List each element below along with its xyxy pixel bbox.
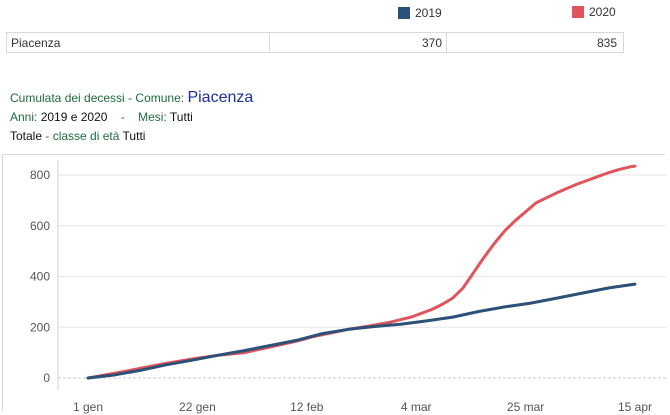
x-tick-label-0: 1 gen: [73, 400, 103, 414]
x-tick-label-1: 22 gen: [179, 400, 216, 414]
y-tick-label-400: 400: [30, 270, 50, 284]
y-tick-label-0: 0: [43, 371, 50, 385]
y-tick-label-200: 200: [30, 320, 50, 334]
x-tick-label-3: 4 mar: [401, 400, 432, 414]
series-line-2019: [88, 284, 635, 378]
x-tick-label-4: 25 mar: [507, 400, 544, 414]
x-tick-label-2: 12 feb: [290, 400, 324, 414]
series-line-2020: [88, 166, 635, 378]
x-tick-label-5: 15 apr: [618, 400, 652, 414]
y-tick-label-800: 800: [30, 168, 50, 182]
y-tick-label-600: 600: [30, 219, 50, 233]
